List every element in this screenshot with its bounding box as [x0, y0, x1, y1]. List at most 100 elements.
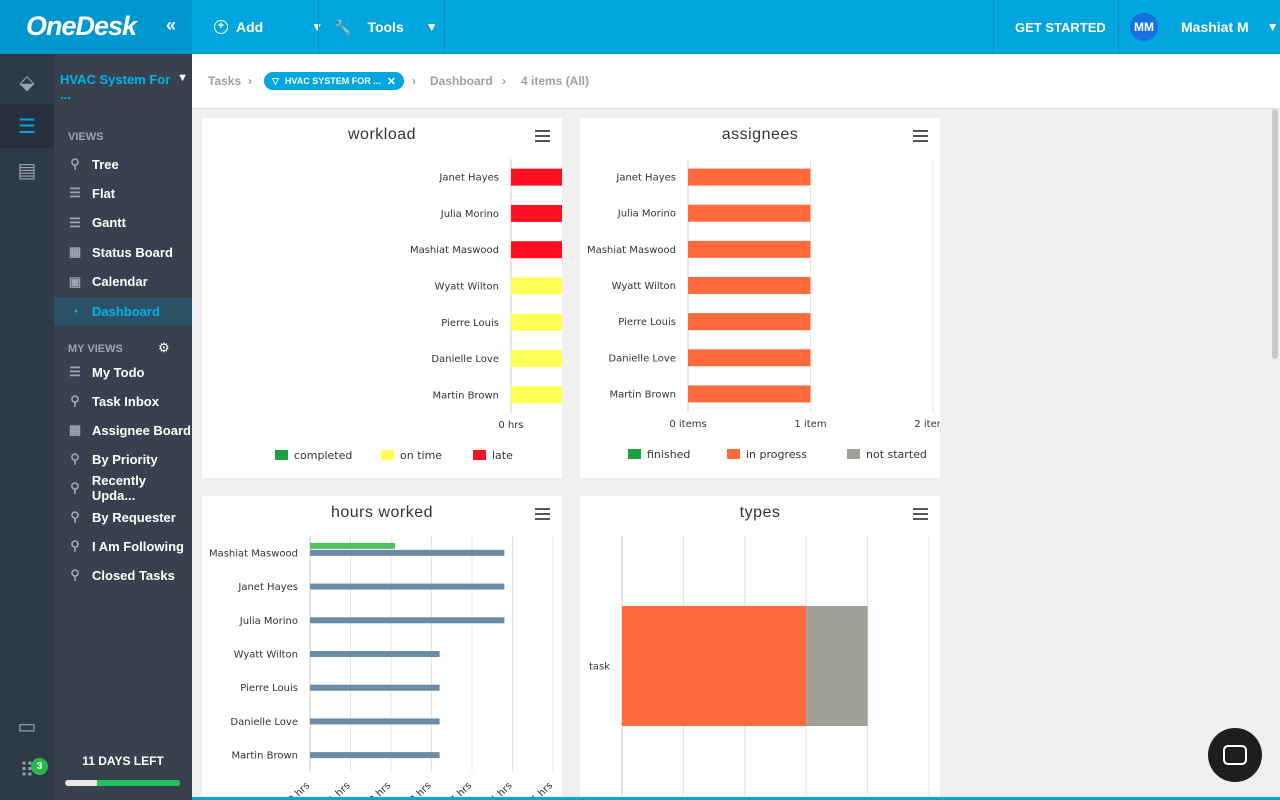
divider: [318, 0, 319, 54]
collapse-sidebar-icon[interactable]: «: [166, 15, 177, 35]
sidebar-item-by-requester[interactable]: ⚲ By Requester: [54, 503, 192, 531]
legend-swatch: [473, 450, 486, 460]
sidebar-item-label: Task Inbox: [92, 393, 159, 409]
calendar-icon: ▣: [68, 273, 82, 289]
y-tick-label: Janet Hayes: [615, 173, 676, 184]
legend-swatch: [727, 449, 740, 459]
sidebar-item-flat[interactable]: ☰ Flat: [54, 179, 192, 207]
breadcrumb-dashboard[interactable]: Dashboard: [430, 74, 493, 88]
hamburger-menu-icon[interactable]: [913, 130, 928, 145]
presentation-icon[interactable]: ▤: [17, 159, 37, 182]
bar-in-progress: [688, 349, 811, 367]
user-menu[interactable]: Mashiat M ▼: [1181, 0, 1279, 54]
my-views-section-label: MY VIEWS: [68, 343, 123, 355]
get-started-label: GET STARTED: [1015, 19, 1106, 35]
sidebar-item-assignee-board[interactable]: ▦ Assignee Board: [54, 416, 192, 444]
breadcrumb-separator: ›: [248, 74, 252, 88]
sidebar-item-label: My Todo: [92, 364, 145, 380]
bar-worked: [310, 542, 396, 549]
sidebar-item-task-inbox[interactable]: ⚲ Task Inbox: [54, 387, 192, 415]
y-tick-label: Martin Brown: [433, 390, 499, 401]
sidebar-item-label: Status Board: [92, 244, 173, 260]
x-tick-label: 2 items: [914, 419, 940, 430]
sidebar-item-by-priority[interactable]: ⚲ By Priority: [54, 445, 192, 473]
bar-planned: [310, 718, 440, 725]
sidebar-item-closed-tasks[interactable]: ⚲ Closed Tasks: [54, 561, 192, 589]
scrollbar[interactable]: [1272, 109, 1278, 359]
sidebar-item-dashboard[interactable]: ◔ Dashboard: [54, 297, 192, 325]
bar-on-time: [511, 313, 562, 331]
sidebar-item-i-am-following[interactable]: ⚲ I Am Following: [54, 532, 192, 560]
y-tick-label: Pierre Louis: [240, 683, 298, 694]
hamburger-menu-icon[interactable]: [913, 508, 928, 523]
sidebar-item-label: Calendar: [92, 274, 148, 290]
sidebar-item-label: Dashboard: [92, 303, 160, 319]
sidebar-item-my-todo[interactable]: ☰ My Todo: [54, 358, 192, 386]
tree-icon: ⚲: [70, 538, 80, 553]
bar-late: [511, 168, 562, 186]
bar-in-progress: [688, 313, 811, 331]
y-tick-label: Janet Hayes: [438, 173, 499, 184]
legend-swatch: [628, 449, 641, 459]
bar-planned: [310, 651, 440, 657]
x-tick-label: 0 items: [669, 419, 706, 430]
messages-icon[interactable]: ▭: [17, 715, 37, 738]
bar-on-time: [511, 386, 562, 404]
chart-title: assignees: [721, 126, 799, 143]
bar-in-progress: [688, 385, 811, 403]
chat-launcher-button[interactable]: [1208, 728, 1262, 782]
onedesk-logo[interactable]: OneDesk: [26, 11, 137, 41]
plus-circle-icon: +: [214, 20, 228, 34]
assignees-chart-card: assignees 0 items 1 item 2 items Janet Haye…: [580, 118, 940, 478]
tree-icon: ⚲: [70, 509, 80, 524]
legend-label: late: [492, 449, 513, 462]
sidebar-item-gantt[interactable]: ☰ Gantt: [54, 209, 192, 237]
y-tick-label: Wyatt Wilton: [435, 282, 499, 293]
assignees-chart: 0 items 1 item 2 items Janet Hayes Julia Mor…: [587, 159, 940, 461]
y-tick-label: Pierre Louis: [618, 317, 676, 328]
views-section-label: VIEWS: [68, 131, 104, 143]
add-button[interactable]: + Add ▼: [214, 0, 323, 54]
bar-in-progress: [688, 277, 811, 294]
project-selector[interactable]: HVAC System For ... ▼: [60, 72, 188, 102]
get-started-button[interactable]: GET STARTED: [1015, 0, 1106, 54]
bar-on-time: [511, 277, 562, 295]
view-settings-icon[interactable]: ⚙: [158, 340, 170, 355]
apps-grid-icon[interactable]: ⠿: [19, 759, 35, 782]
sidebar-item-recently-upda[interactable]: ⚲ Recently Upda...: [54, 473, 192, 503]
y-tick-label: Martin Brown: [232, 751, 298, 762]
sidebar-item-label: Assignee Board: [92, 422, 191, 438]
user-avatar[interactable]: MM: [1130, 13, 1158, 41]
bar-planned: [310, 549, 505, 556]
y-tick-label: Julia Morino: [440, 209, 499, 220]
legend-swatch: [275, 450, 288, 460]
gantt-icon: ☰: [69, 214, 81, 230]
top-bar: OneDesk « + Add ▼ 🔧 Tools ▼ GET STARTED …: [0, 0, 1280, 54]
wrench-icon: 🔧: [334, 18, 352, 35]
sidebar-item-calendar[interactable]: ▣ Calendar: [54, 268, 192, 296]
sidebar-item-status-board[interactable]: ▦ Status Board: [54, 238, 192, 266]
hamburger-menu-icon[interactable]: [535, 130, 550, 145]
filter-chip[interactable]: ▽ HVAC SYSTEM FOR ... ✕: [264, 72, 404, 90]
legend-label: not started: [866, 448, 927, 461]
item-count: 4 items (All): [521, 74, 590, 88]
hamburger-menu-icon[interactable]: [535, 508, 550, 523]
y-tick-label: Martin Brown: [610, 389, 676, 400]
task-list-icon[interactable]: ☰: [0, 104, 54, 148]
chart-title: hours worked: [330, 504, 434, 521]
tools-button[interactable]: 🔧 Tools ▼: [334, 0, 438, 54]
list-icon: ☰: [69, 364, 81, 379]
sidebar-item-tree[interactable]: ⚲ Tree: [54, 150, 192, 178]
chevron-down-icon: ▼: [311, 20, 323, 34]
sidebar-item-label: By Requester: [92, 509, 176, 525]
ticket-icon[interactable]: ⬙: [19, 71, 35, 94]
bar-planned: [310, 684, 440, 691]
legend-swatch: [381, 450, 394, 460]
divider: [444, 0, 445, 54]
breadcrumb-tasks[interactable]: Tasks: [208, 74, 242, 88]
logo-area: OneDesk «: [0, 0, 192, 54]
divider: [1118, 0, 1119, 54]
close-icon[interactable]: ✕: [386, 75, 396, 88]
y-tick-label: Janet Hayes: [237, 582, 298, 593]
